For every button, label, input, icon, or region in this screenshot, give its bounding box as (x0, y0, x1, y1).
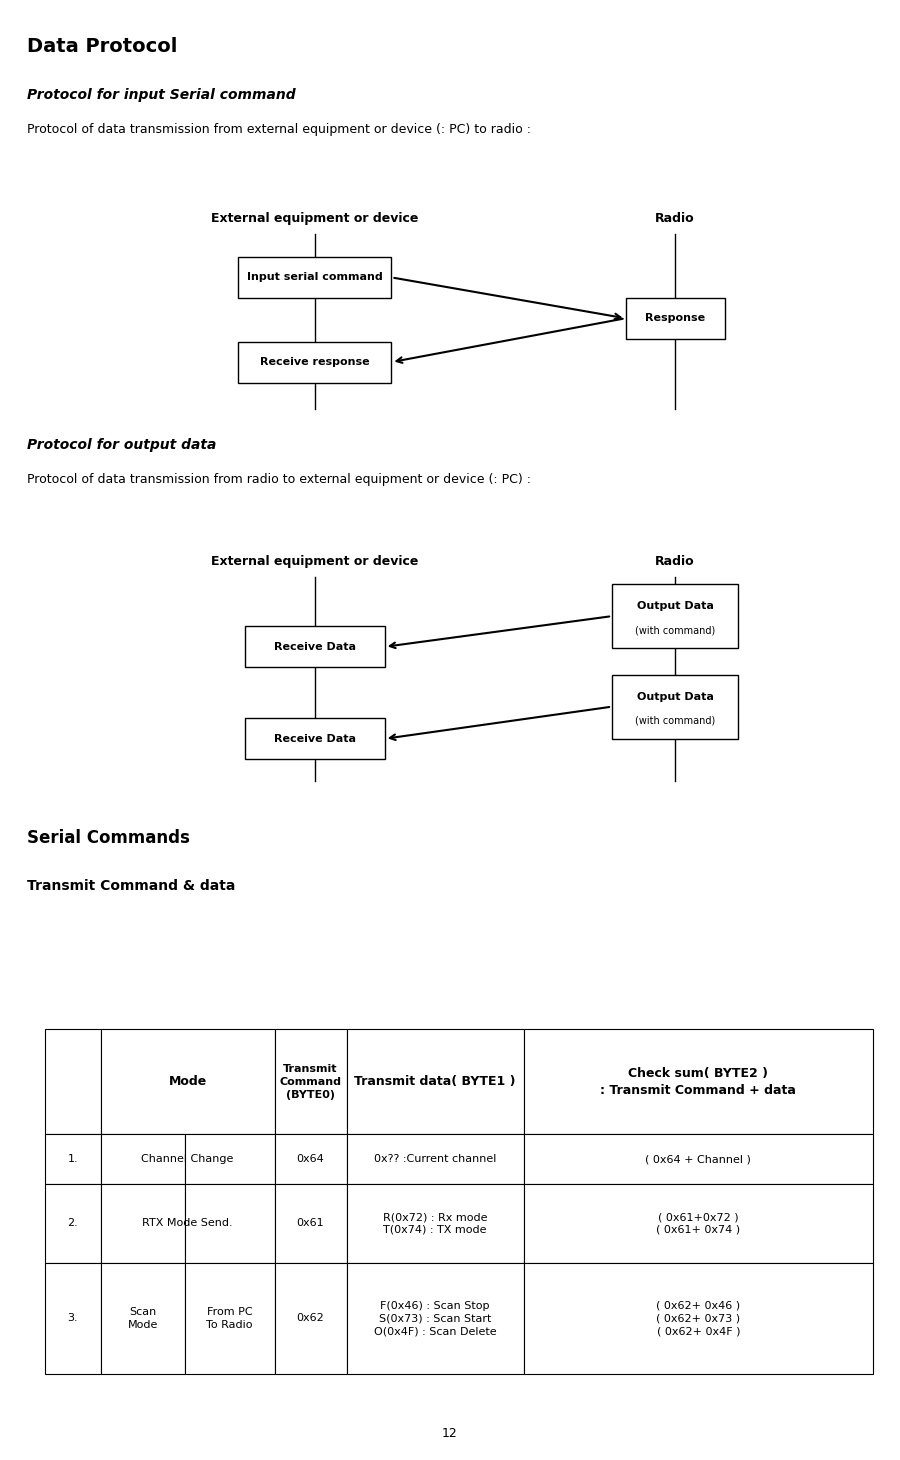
Text: 3.: 3. (68, 1314, 78, 1323)
FancyBboxPatch shape (245, 626, 385, 667)
Text: Radio: Radio (655, 212, 695, 225)
Bar (524, 1029, 873, 1134)
Text: Output Data: Output Data (636, 602, 714, 612)
FancyBboxPatch shape (612, 675, 738, 739)
Text: Protocol for output data: Protocol for output data (27, 438, 216, 453)
Bar (274, 1263, 346, 1374)
Bar (274, 1134, 346, 1184)
Text: 0x61: 0x61 (297, 1219, 324, 1228)
Bar (45, 1029, 101, 1134)
Bar (184, 1134, 274, 1184)
FancyBboxPatch shape (245, 718, 385, 759)
Text: Transmit
Command
(BYTE0): Transmit Command (BYTE0) (280, 1064, 341, 1099)
Text: R(0x72) : Rx mode
T(0x74) : TX mode: R(0x72) : Rx mode T(0x74) : TX mode (382, 1212, 488, 1235)
Text: Transmit Command & data: Transmit Command & data (27, 879, 236, 894)
Text: (with command): (with command) (634, 625, 716, 635)
Text: Response: Response (645, 314, 705, 323)
Bar (101, 1184, 184, 1263)
Text: Data Protocol: Data Protocol (27, 36, 177, 55)
Text: 1.: 1. (68, 1155, 78, 1164)
Bar (101, 1029, 274, 1134)
Text: RTX Mode Send.: RTX Mode Send. (142, 1219, 233, 1228)
Text: Protocol of data transmission from external equipment or device (: PC) to radio : Protocol of data transmission from exter… (27, 123, 531, 136)
Bar (524, 1184, 873, 1263)
Text: External equipment or device: External equipment or device (212, 555, 418, 568)
Bar (346, 1184, 524, 1263)
Bar (184, 1263, 274, 1374)
Bar (184, 1184, 274, 1263)
Text: Receive response: Receive response (260, 358, 370, 366)
Bar (45, 1184, 101, 1263)
Bar (524, 1263, 873, 1374)
Text: Serial Commands: Serial Commands (27, 829, 190, 847)
Text: 2.: 2. (68, 1219, 78, 1228)
FancyBboxPatch shape (612, 584, 738, 648)
Bar (101, 1263, 184, 1374)
Bar (346, 1263, 524, 1374)
Text: Radio: Radio (655, 555, 695, 568)
Text: External equipment or device: External equipment or device (212, 212, 418, 225)
Text: Transmit data( BYTE1 ): Transmit data( BYTE1 ) (355, 1076, 516, 1088)
Bar (346, 1029, 524, 1134)
Text: 0x?? :Current channel: 0x?? :Current channel (374, 1155, 496, 1164)
FancyBboxPatch shape (238, 257, 392, 298)
Text: 0x64: 0x64 (297, 1155, 324, 1164)
Text: Check sum( BYTE2 )
: Transmit Command + data: Check sum( BYTE2 ) : Transmit Command + … (600, 1067, 796, 1096)
Text: Channel Change: Channel Change (141, 1155, 234, 1164)
Text: ( 0x62+ 0x46 )
( 0x62+ 0x73 )
( 0x62+ 0x4F ): ( 0x62+ 0x46 ) ( 0x62+ 0x73 ) ( 0x62+ 0x… (656, 1301, 741, 1336)
Text: Input serial command: Input serial command (248, 273, 382, 282)
Text: Receive Data: Receive Data (274, 734, 356, 743)
Text: Output Data: Output Data (636, 692, 714, 702)
Bar (45, 1263, 101, 1374)
Text: Protocol for input Serial command: Protocol for input Serial command (27, 88, 295, 102)
Text: ( 0x64 + Channel ): ( 0x64 + Channel ) (645, 1155, 752, 1164)
Bar (274, 1029, 346, 1134)
Text: 0x62: 0x62 (297, 1314, 324, 1323)
Bar (524, 1134, 873, 1184)
Text: Mode: Mode (168, 1076, 207, 1088)
Bar (274, 1184, 346, 1263)
Text: Scan
Mode: Scan Mode (128, 1307, 158, 1330)
Bar (346, 1134, 524, 1184)
Text: 12: 12 (442, 1428, 458, 1440)
Bar (45, 1134, 101, 1184)
Text: F(0x46) : Scan Stop
S(0x73) : Scan Start
O(0x4F) : Scan Delete: F(0x46) : Scan Stop S(0x73) : Scan Start… (374, 1301, 497, 1336)
Bar (101, 1134, 184, 1184)
Text: (with command): (with command) (634, 715, 716, 726)
FancyBboxPatch shape (238, 342, 392, 383)
Text: Protocol of data transmission from radio to external equipment or device (: PC) : Protocol of data transmission from radio… (27, 473, 531, 486)
Text: ( 0x61+0x72 )
( 0x61+ 0x74 ): ( 0x61+0x72 ) ( 0x61+ 0x74 ) (656, 1212, 741, 1235)
Text: From PC
To Radio: From PC To Radio (206, 1307, 253, 1330)
FancyBboxPatch shape (626, 298, 725, 339)
Text: Receive Data: Receive Data (274, 642, 356, 651)
